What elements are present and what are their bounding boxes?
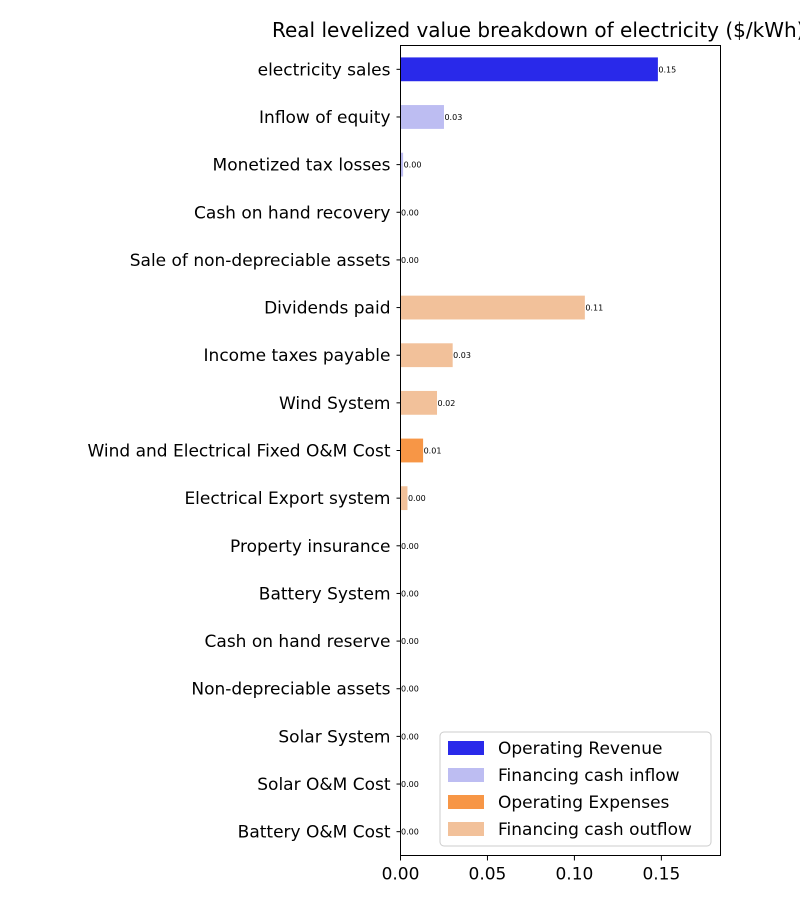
x-tick-label: 0.10 bbox=[555, 865, 593, 885]
bar bbox=[400, 57, 658, 82]
y-tick-label: Income taxes payable bbox=[204, 346, 391, 366]
y-tick-label: electricity sales bbox=[258, 60, 391, 80]
y-tick-label: Battery System bbox=[259, 584, 391, 604]
data-label: 0.00 bbox=[404, 161, 422, 170]
y-tick-label: Electrical Export system bbox=[184, 489, 390, 509]
legend-box bbox=[439, 731, 712, 847]
data-label: 0.01 bbox=[424, 447, 442, 456]
y-tick-label: Cash on hand reserve bbox=[205, 632, 391, 652]
data-label: 0.00 bbox=[401, 685, 419, 694]
x-tick-label: 0.00 bbox=[382, 865, 420, 885]
legend-label: Financing cash inflow bbox=[498, 766, 680, 786]
data-label: 0.03 bbox=[453, 351, 471, 360]
bar bbox=[400, 295, 585, 320]
y-tick-label: Non-depreciable assets bbox=[191, 680, 390, 700]
data-label: 0.00 bbox=[408, 494, 426, 503]
bar bbox=[400, 486, 408, 511]
x-tick-label: 0.15 bbox=[642, 865, 680, 885]
legend: Operating Revenue Financing cash inflow Op… bbox=[439, 731, 712, 847]
y-tick-label: Inflow of equity bbox=[259, 108, 390, 128]
y-tick-label: Wind System bbox=[279, 394, 391, 414]
y-tick-label: Solar O&M Cost bbox=[257, 775, 391, 795]
axes-frame bbox=[400, 45, 721, 856]
legend-label: Operating Expenses bbox=[498, 793, 670, 813]
data-label: 0.03 bbox=[444, 113, 462, 122]
legend-label: Operating Revenue bbox=[498, 739, 662, 759]
data-label: 0.00 bbox=[401, 542, 419, 551]
data-label: 0.00 bbox=[401, 637, 419, 646]
legend-swatch bbox=[448, 795, 484, 809]
data-label: 0.00 bbox=[401, 256, 419, 265]
y-tick-label: Wind and Electrical Fixed O&M Cost bbox=[87, 442, 390, 462]
data-label: 0.00 bbox=[401, 828, 419, 837]
legend-swatch bbox=[448, 822, 484, 836]
y-tick-label: Solar System bbox=[278, 727, 390, 747]
bar bbox=[400, 390, 438, 415]
y-tick-label: Dividends paid bbox=[264, 299, 390, 319]
bar bbox=[400, 438, 424, 463]
y-tick-label: Monetized tax losses bbox=[213, 156, 391, 176]
legend-label: Financing cash outflow bbox=[498, 820, 692, 840]
data-label: 0.15 bbox=[658, 65, 676, 74]
bar bbox=[400, 152, 404, 177]
data-label: 0.00 bbox=[401, 589, 419, 598]
y-tick-label: Property insurance bbox=[230, 537, 390, 557]
bar bbox=[400, 105, 444, 129]
data-label: 0.11 bbox=[585, 304, 603, 313]
data-label: 0.02 bbox=[438, 399, 456, 408]
data-label: 0.00 bbox=[401, 780, 419, 789]
x-tick-label: 0.05 bbox=[469, 865, 507, 885]
chart-title: Real levelized value breakdown of electr… bbox=[272, 18, 800, 42]
data-label: 0.00 bbox=[401, 732, 419, 741]
legend-swatch bbox=[448, 768, 484, 782]
bar bbox=[400, 343, 453, 368]
y-tick-label: Battery O&M Cost bbox=[238, 823, 391, 843]
y-tick-label: Cash on hand recovery bbox=[194, 203, 390, 223]
data-label: 0.00 bbox=[401, 208, 419, 217]
y-tick-label: Sale of non-depreciable assets bbox=[130, 251, 391, 271]
legend-swatch bbox=[448, 741, 484, 755]
plot-area: electricity sales 0.15 Inflow of equity 0.0… bbox=[87, 45, 721, 885]
